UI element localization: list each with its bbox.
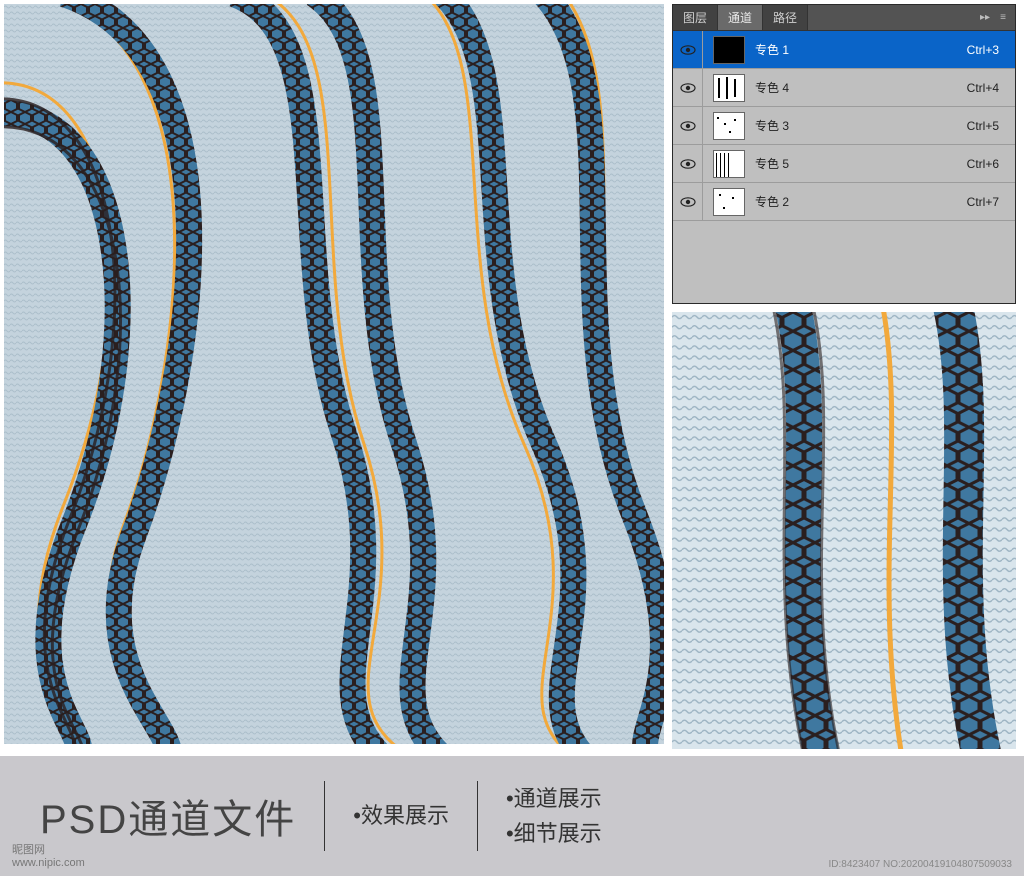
caption-detail: •细节展示 (506, 816, 602, 851)
visibility-toggle[interactable] (673, 31, 703, 69)
channel-thumb (713, 74, 745, 102)
channel-row[interactable]: 专色 4 Ctrl+4 (673, 69, 1015, 107)
channel-shortcut: Ctrl+6 (967, 157, 1005, 171)
channel-label: 专色 4 (755, 79, 967, 96)
tab-paths[interactable]: 路径 (763, 5, 808, 30)
channel-row[interactable]: 专色 1 Ctrl+3 (673, 31, 1015, 69)
watermark-url: www.nipic.com (12, 857, 85, 870)
visibility-toggle[interactable] (673, 107, 703, 145)
channel-shortcut: Ctrl+4 (967, 81, 1005, 95)
channel-thumb (713, 36, 745, 64)
visibility-toggle[interactable] (673, 183, 703, 221)
visibility-toggle[interactable] (673, 145, 703, 183)
channel-thumb (713, 150, 745, 178)
id-line: ID:8423407 NO:20200419104807509033 (829, 859, 1013, 870)
caption-channel: •通道展示 (506, 781, 602, 816)
channel-row[interactable]: 专色 2 Ctrl+7 (673, 183, 1015, 221)
panel-tabs: 图层 通道 路径 ▸▸ ≡ (673, 5, 1015, 31)
bottom-bar: PSD通道文件 •效果展示 •通道展示 •细节展示 (0, 756, 1024, 876)
channel-shortcut: Ctrl+7 (967, 195, 1005, 209)
detail-preview (672, 312, 1016, 749)
watermark: 昵图网 www.nipic.com (12, 844, 85, 870)
channel-thumb (713, 112, 745, 140)
tab-layers[interactable]: 图层 (673, 5, 718, 30)
caption-right: •通道展示 •细节展示 (506, 781, 602, 851)
main-preview (4, 4, 664, 744)
channel-label: 专色 2 (755, 193, 967, 210)
channel-label: 专色 5 (755, 155, 967, 172)
channels-panel: 图层 通道 路径 ▸▸ ≡ 专色 1 Ctrl+3 专色 4 (672, 4, 1016, 304)
channel-label: 专色 3 (755, 117, 967, 134)
title-text: PSD通道文件 (40, 787, 296, 845)
right-column: 图层 通道 路径 ▸▸ ≡ 专色 1 Ctrl+3 专色 4 (672, 4, 1016, 749)
channel-label: 专色 1 (755, 41, 967, 58)
channel-rows: 专色 1 Ctrl+3 专色 4 Ctrl+4 专色 3 Ctrl+5 (673, 31, 1015, 303)
channel-shortcut: Ctrl+3 (967, 43, 1005, 57)
divider (477, 781, 478, 851)
detail-svg (672, 312, 1016, 749)
channel-shortcut: Ctrl+5 (967, 119, 1005, 133)
top-area: 图层 通道 路径 ▸▸ ≡ 专色 1 Ctrl+3 专色 4 (0, 0, 1024, 749)
collapse-icon[interactable]: ▸▸ (979, 12, 991, 24)
tab-channels[interactable]: 通道 (718, 5, 763, 30)
panel-menu-icon[interactable]: ≡ (997, 12, 1009, 24)
divider (324, 781, 325, 851)
caption-effect: •效果展示 (353, 798, 449, 833)
channel-thumb (713, 188, 745, 216)
channel-row[interactable]: 专色 3 Ctrl+5 (673, 107, 1015, 145)
visibility-toggle[interactable] (673, 69, 703, 107)
watermark-site: 昵图网 (12, 844, 85, 857)
pattern-svg (4, 4, 664, 744)
channel-row[interactable]: 专色 5 Ctrl+6 (673, 145, 1015, 183)
